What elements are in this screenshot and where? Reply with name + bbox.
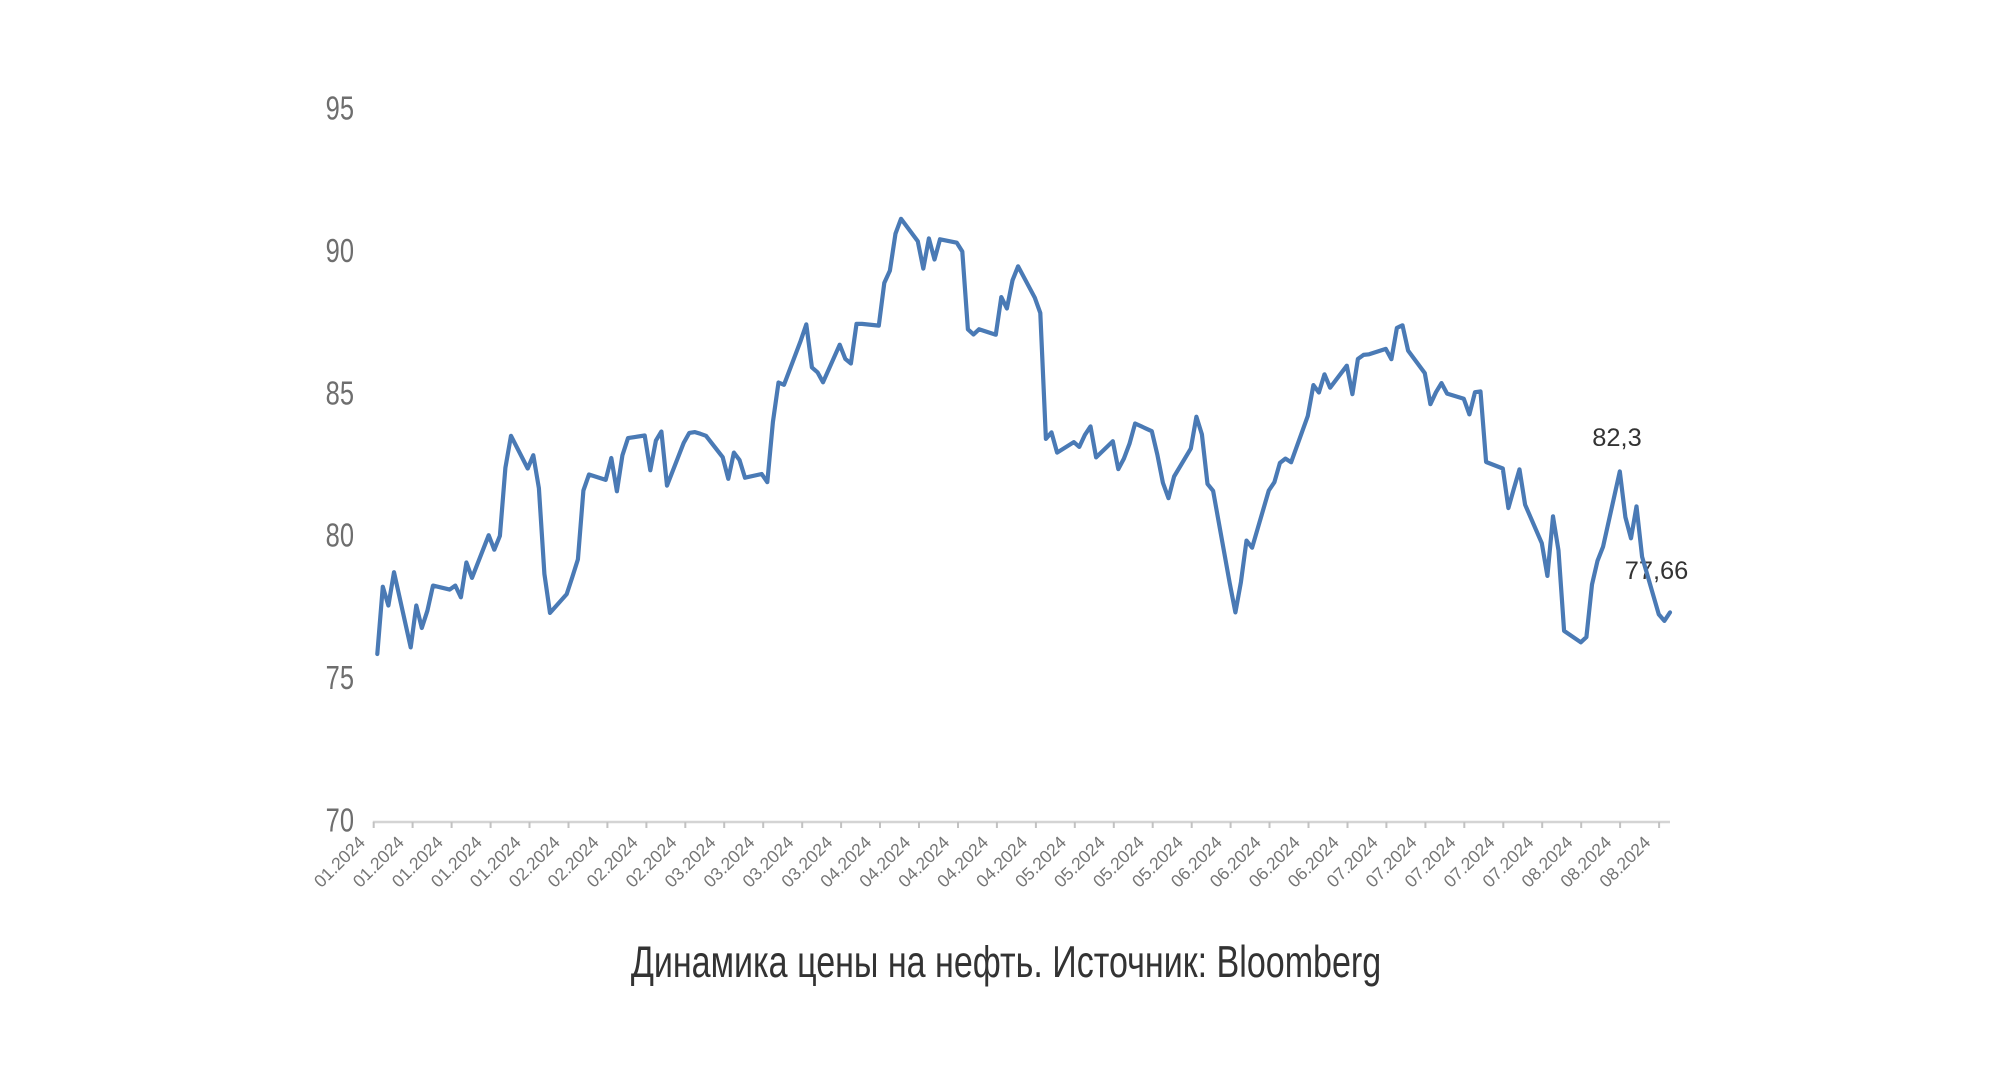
svg-text:82,3: 82,3 (1592, 424, 1641, 452)
svg-text:Динамика цены на нефть. Источн: Динамика цены на нефть. Источник: Bloomb… (631, 938, 1381, 987)
svg-text:70: 70 (326, 802, 354, 839)
svg-text:95: 95 (326, 90, 354, 127)
svg-text:77,66: 77,66 (1625, 557, 1689, 585)
svg-text:75: 75 (326, 660, 354, 697)
svg-text:85: 85 (326, 375, 354, 412)
svg-text:80: 80 (326, 517, 354, 554)
svg-text:90: 90 (326, 233, 354, 270)
